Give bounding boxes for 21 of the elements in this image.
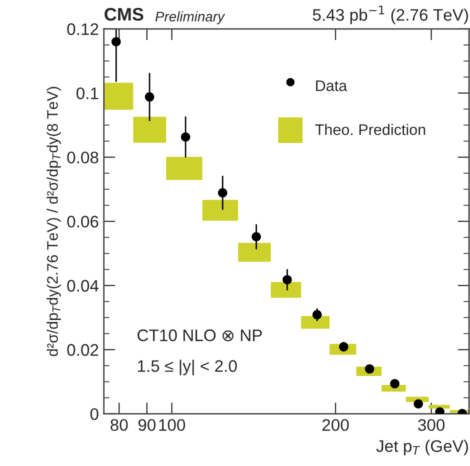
y-tick-label: 0 bbox=[90, 408, 98, 420]
y-tick-label: 0.1 bbox=[76, 87, 98, 100]
y-tick-label: 0.12 bbox=[67, 23, 98, 36]
annotation: 1.5 ≤ |y| < 2.0 bbox=[138, 360, 237, 376]
x-tick-label: 300 bbox=[418, 419, 445, 431]
y-axis-title: d²σ/dp$_{T}$dy(2.76 TeV) / d²σ/dp$_{T}$dy(8 TeV) bbox=[46, 86, 61, 356]
text: 5.43 pb$^{−1}$ (2.76 TeV) bbox=[312, 6, 468, 24]
legend-label: Theo. Prediction bbox=[315, 124, 426, 136]
x-tick-label: 200 bbox=[322, 419, 349, 431]
chart-title: CMS bbox=[104, 8, 144, 21]
x-axis-title: Jet p$_{T}$ (GeV) bbox=[376, 440, 468, 456]
annotation: CT10 NLO ⊗ NP bbox=[138, 329, 262, 342]
y-tick-label: 0.06 bbox=[67, 216, 98, 228]
legend-label: Data bbox=[316, 80, 348, 92]
y-tick-label: 0.04 bbox=[67, 280, 99, 292]
chart-subtitle: Preliminary bbox=[155, 11, 226, 24]
x-tick-label: 100 bbox=[159, 419, 186, 431]
y-tick-label: 0.08 bbox=[67, 152, 98, 164]
y-tick-label: 0.02 bbox=[67, 344, 98, 356]
x-tick-label: 90 bbox=[138, 419, 156, 431]
x-tick-label: 80 bbox=[110, 419, 128, 431]
